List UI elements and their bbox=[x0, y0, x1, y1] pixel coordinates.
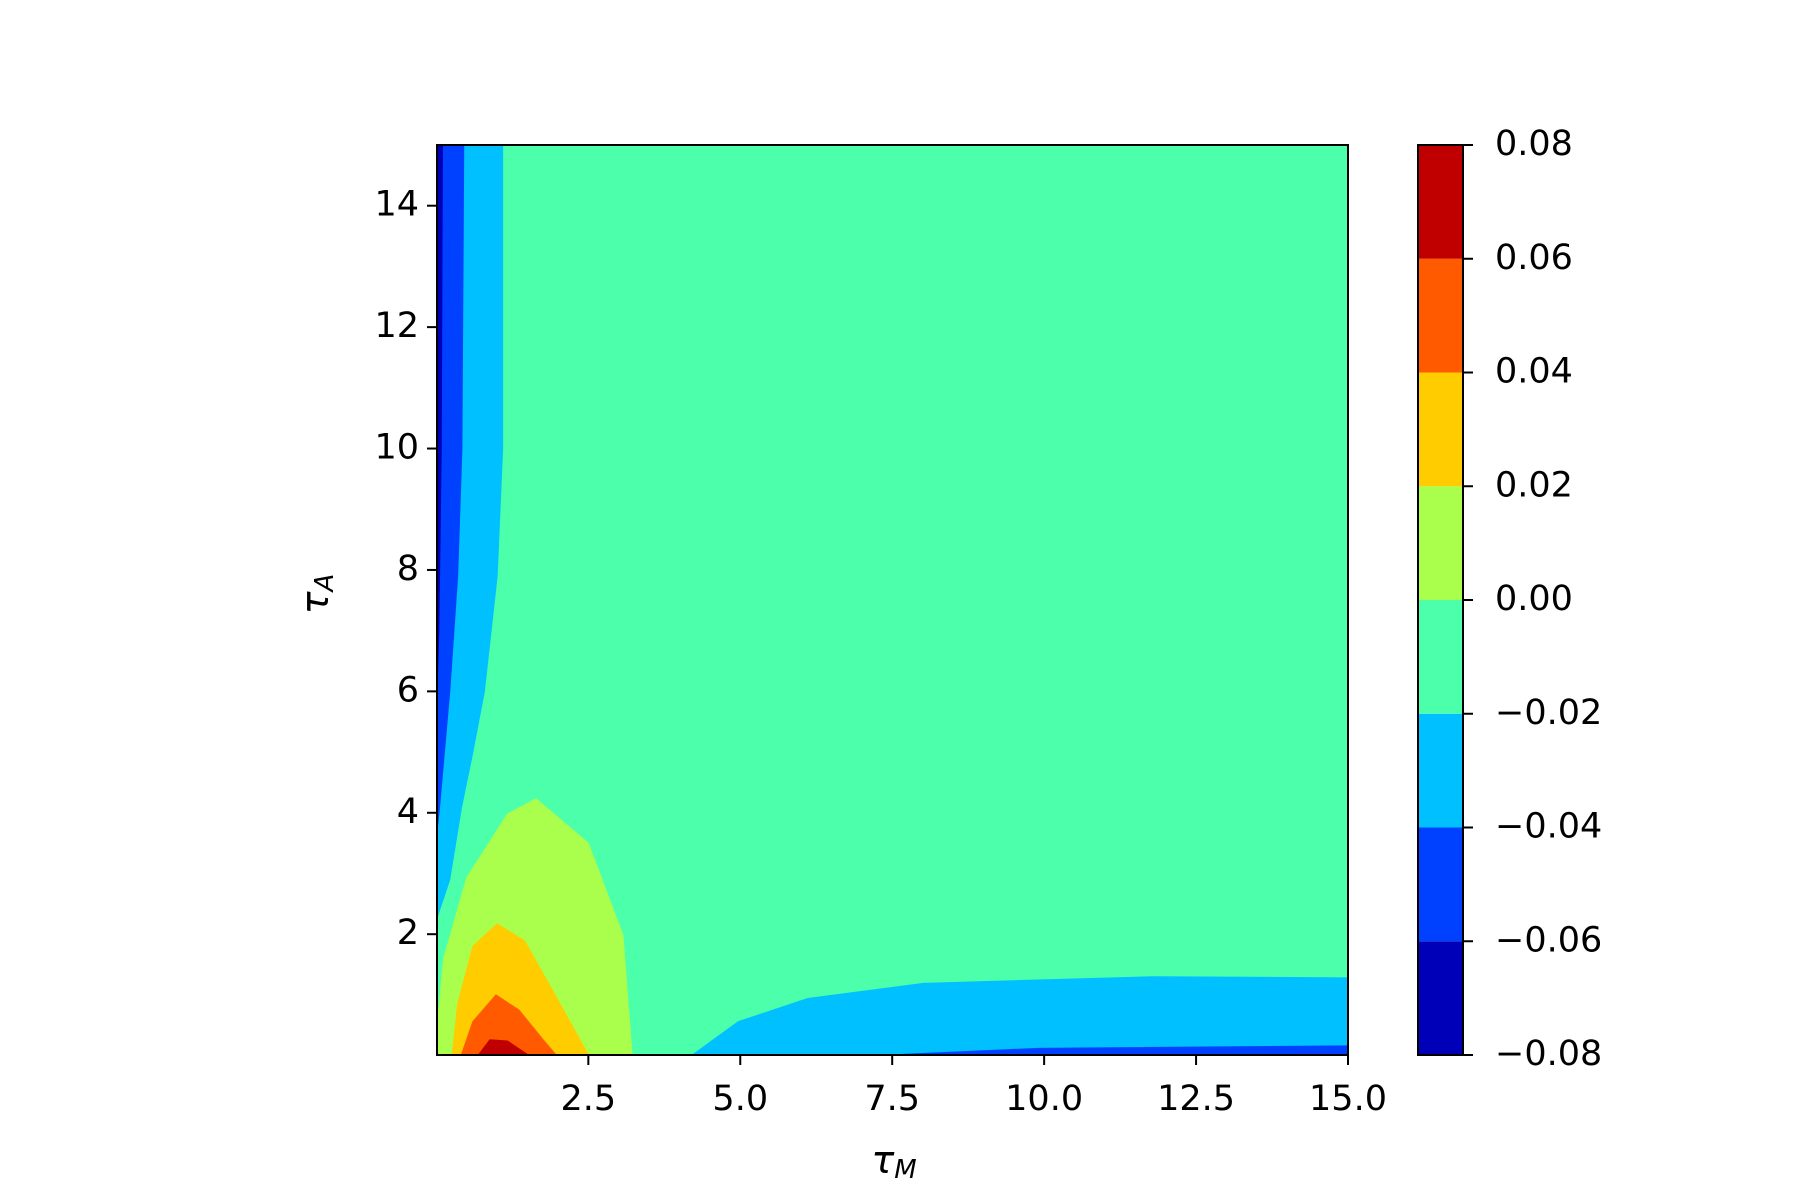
x-label-base: τ bbox=[871, 1138, 895, 1182]
colorbar bbox=[1418, 145, 1463, 1055]
colorbar-tick-label: 0.08 bbox=[1495, 124, 1573, 164]
y-label-sub: A bbox=[310, 574, 340, 594]
colorbar-tick-label: 0.02 bbox=[1495, 465, 1573, 505]
colorbar-tick-label: 0.00 bbox=[1495, 579, 1573, 619]
x-tick-label: 15.0 bbox=[1309, 1079, 1387, 1119]
y-label-base: τ bbox=[293, 590, 337, 614]
colorbar-band bbox=[1418, 941, 1463, 1055]
colorbar-band bbox=[1418, 486, 1463, 600]
x-tick-label: 2.5 bbox=[560, 1079, 616, 1119]
x-tick-label: 10.0 bbox=[1005, 1079, 1083, 1119]
colorbar-tick-label: −0.04 bbox=[1495, 807, 1602, 847]
y-tick-label: 14 bbox=[374, 185, 419, 225]
colorbar-tick-label: −0.02 bbox=[1495, 693, 1602, 733]
colorbar-band bbox=[1418, 713, 1463, 828]
contour-regions bbox=[436, 144, 1349, 1056]
colorbar-tick-label: 0.06 bbox=[1495, 238, 1573, 278]
colorbar-band bbox=[1418, 827, 1463, 942]
x-tick-label: 5.0 bbox=[712, 1079, 768, 1119]
colorbar-band bbox=[1418, 600, 1463, 714]
colorbar-band bbox=[1418, 258, 1463, 373]
x-label-sub: M bbox=[894, 1155, 916, 1185]
y-axis-label: τA bbox=[293, 574, 340, 615]
y-tick-label: 8 bbox=[397, 549, 419, 589]
colorbar-tick-label: 0.04 bbox=[1495, 352, 1573, 392]
y-tick-label: 10 bbox=[374, 428, 419, 468]
y-tick-label: 12 bbox=[374, 306, 419, 346]
y-tick-label: 4 bbox=[397, 792, 419, 832]
colorbar-band bbox=[1418, 145, 1463, 259]
x-tick-label: 12.5 bbox=[1157, 1079, 1235, 1119]
x-axis-label: τM bbox=[871, 1138, 916, 1185]
x-tick-label: 7.5 bbox=[864, 1079, 920, 1119]
y-tick-label: 6 bbox=[397, 670, 419, 710]
colorbar-tick-label: −0.06 bbox=[1495, 920, 1602, 960]
colorbar-band bbox=[1418, 372, 1463, 487]
y-tick-label: 2 bbox=[397, 913, 419, 953]
colorbar-tick-label: −0.08 bbox=[1495, 1034, 1602, 1074]
